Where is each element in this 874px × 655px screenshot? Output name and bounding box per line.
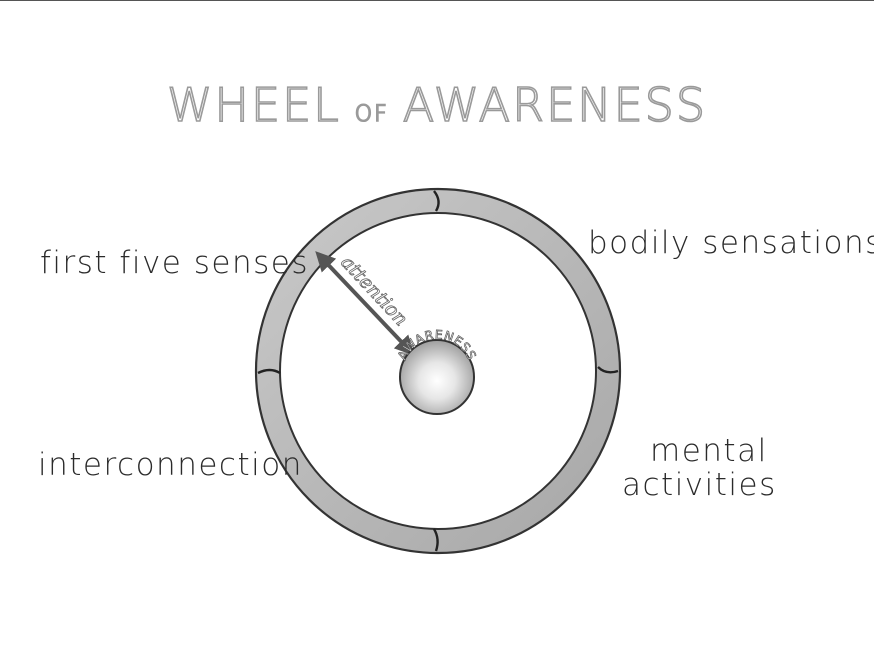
title-word-of: OF <box>355 102 389 127</box>
label-bodily-sensations: bodily sensations <box>588 225 874 261</box>
rim-divider-top <box>433 190 440 212</box>
attention-label: attention <box>336 251 412 330</box>
rim <box>254 187 622 555</box>
title-word-wheel: WHEEL <box>167 78 341 132</box>
label-activities: activities <box>622 467 777 503</box>
rim-divider-bottom <box>432 528 439 552</box>
hub: AWARENESS <box>394 326 480 415</box>
label-interconnection: interconnection <box>38 447 303 483</box>
rim-divider-right <box>597 366 619 374</box>
label-first-five-senses: first five senses <box>40 245 309 281</box>
attention-spoke-arrow <box>315 251 415 356</box>
diagram-title: WHEEL OF AWARENESS <box>167 78 707 132</box>
label-mental: mental <box>650 433 768 469</box>
title-word-awareness: AWARENESS <box>403 78 707 132</box>
hub-circle <box>399 339 475 415</box>
rim-inner-edge <box>279 212 597 530</box>
rim-divider-left <box>257 368 281 375</box>
rim-outer-edge <box>254 187 622 555</box>
